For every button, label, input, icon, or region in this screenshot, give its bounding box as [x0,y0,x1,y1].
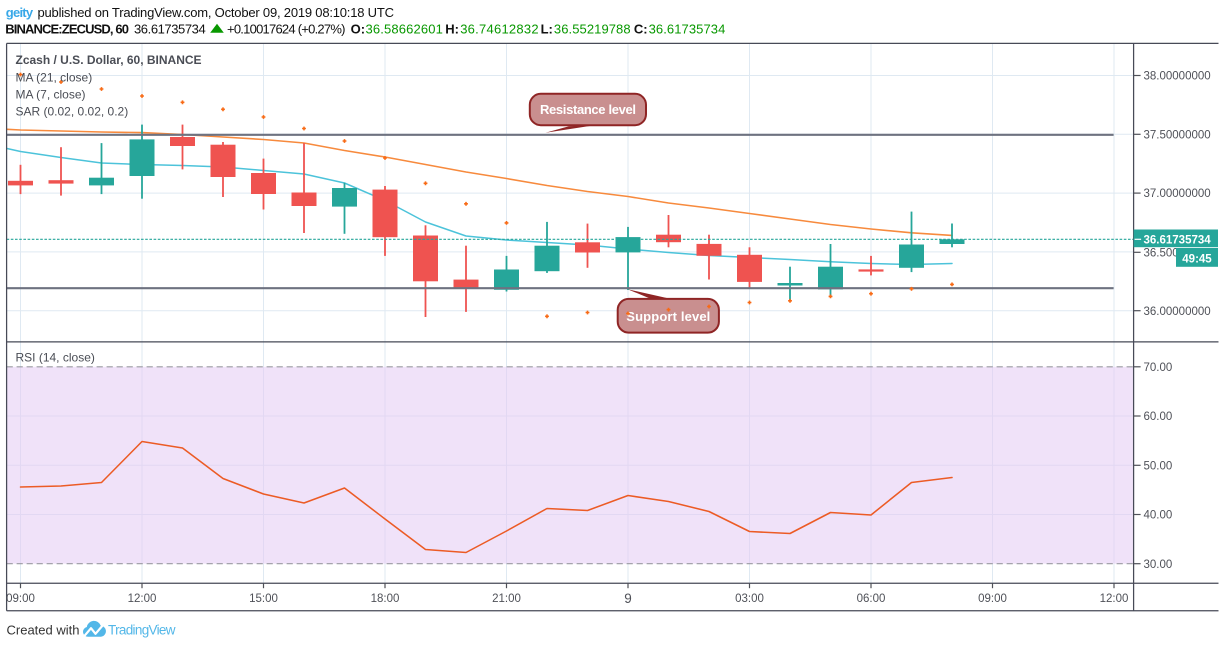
svg-text:36.61735734: 36.61735734 [1144,234,1212,246]
svg-text:BINANCE:ZECUSD, 60: BINANCE:ZECUSD, 60 [5,22,129,37]
svg-text:Zcash / U.S. Dollar, 60, BINAN: Zcash / U.S. Dollar, 60, BINANCE [16,53,202,67]
svg-text:36.74612832: 36.74612832 [460,22,538,37]
svg-text:MA (7, close): MA (7, close) [16,88,86,102]
svg-text:RSI (14, close): RSI (14, close) [16,351,95,365]
svg-text:15:00: 15:00 [249,593,278,605]
svg-text:40.00: 40.00 [1144,510,1173,522]
svg-text:geity: geity [6,5,34,20]
svg-text:06:00: 06:00 [857,593,886,605]
svg-text:H:: H: [445,22,459,37]
svg-text:37.50000000: 37.50000000 [1144,129,1211,141]
svg-text:38.00000000: 38.00000000 [1144,71,1211,83]
svg-text:60.00: 60.00 [1144,411,1173,423]
svg-text:MA (21, close): MA (21, close) [16,71,93,85]
svg-text:SAR (0.02, 0.02, 0.2): SAR (0.02, 0.02, 0.2) [16,105,129,119]
svg-text:36.00000000: 36.00000000 [1144,306,1211,318]
svg-text:70.00: 70.00 [1144,362,1173,374]
svg-text:49:45: 49:45 [1182,253,1212,265]
svg-text:L:: L: [541,22,553,37]
svg-text:9: 9 [624,591,632,606]
svg-text:C:: C: [634,22,648,37]
svg-text:TradingView: TradingView [108,623,176,638]
svg-text:36.61735734: 36.61735734 [649,22,726,37]
svg-text:30.00: 30.00 [1144,559,1173,571]
svg-text:36.61735734: 36.61735734 [134,22,206,37]
svg-text:published on TradingView.com,: published on TradingView.com, October 09… [38,5,395,20]
svg-text:12:00: 12:00 [128,593,157,605]
svg-text:21:00: 21:00 [492,593,521,605]
svg-text:09:00: 09:00 [6,593,35,605]
svg-text:09:00: 09:00 [978,593,1007,605]
svg-text:12:00: 12:00 [1100,593,1129,605]
svg-text:37.00000000: 37.00000000 [1144,188,1211,200]
svg-text:03:00: 03:00 [735,593,764,605]
svg-text:50.00: 50.00 [1144,460,1173,472]
svg-text:+0.10017624 (+0.27%): +0.10017624 (+0.27%) [227,22,346,37]
svg-text:Support level: Support level [626,309,710,324]
svg-text:18:00: 18:00 [371,593,400,605]
svg-text:Created with: Created with [7,623,80,638]
svg-text:36.58662601: 36.58662601 [366,22,443,37]
svg-text:O:: O: [351,22,365,37]
svg-text:Resistance level: Resistance level [540,102,636,117]
svg-text:36.55219788: 36.55219788 [554,22,631,37]
